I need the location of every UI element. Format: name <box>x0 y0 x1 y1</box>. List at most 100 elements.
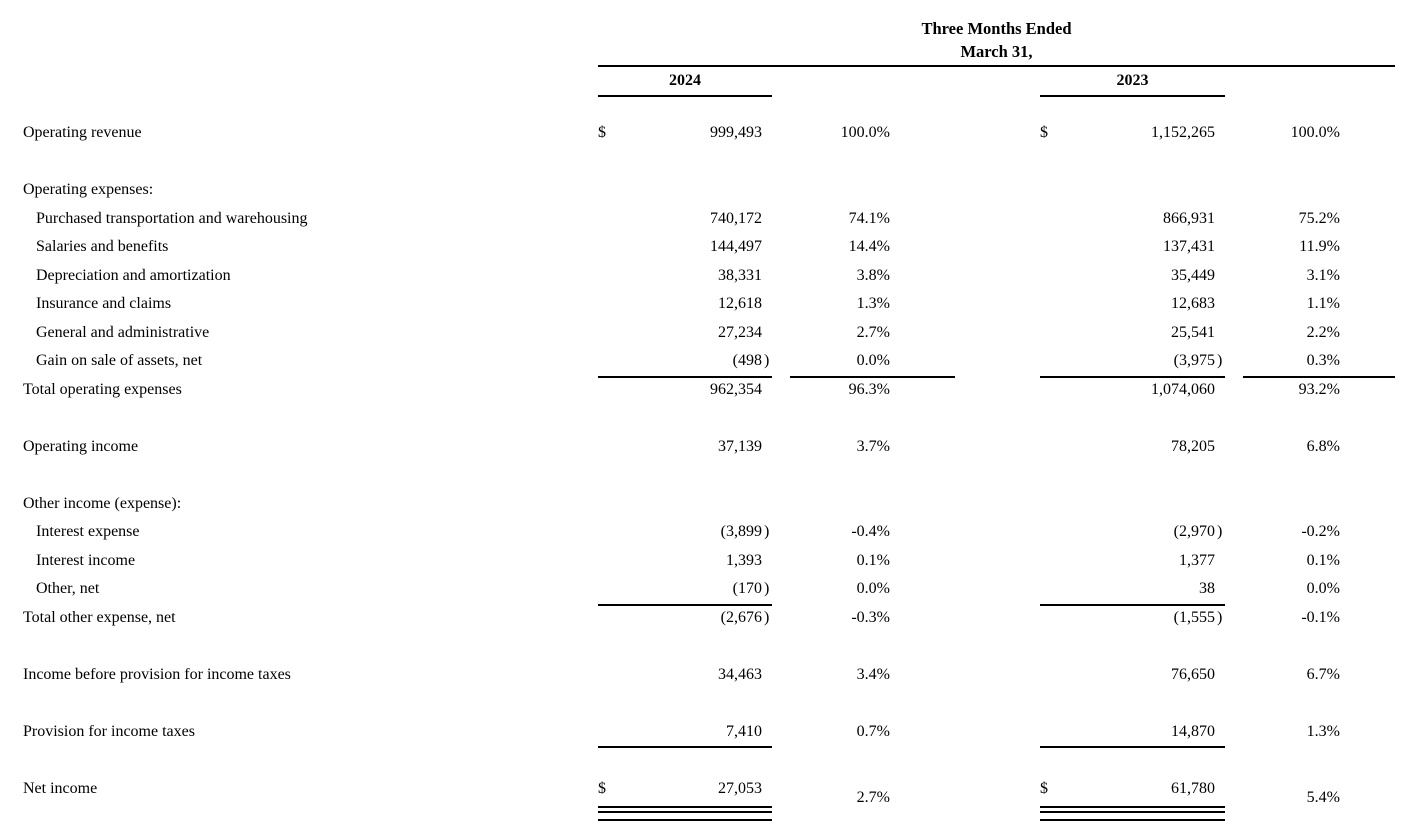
currency-symbol-2024: $ <box>598 775 620 821</box>
amount-2023: (1,555 <box>1173 608 1215 626</box>
amount-2024: (170 <box>620 575 762 606</box>
double-rule-2023 <box>1040 806 1225 813</box>
amount-2023: 61,780 <box>1062 775 1215 821</box>
amount-2024: 144,497 <box>710 238 762 255</box>
percent-2024: 0.7% <box>856 722 890 740</box>
amount-2024: 12,618 <box>718 295 762 312</box>
amount-2023: 25,541 <box>1171 323 1215 341</box>
percent-2023: 100.0% <box>1290 124 1340 141</box>
amount-2024: (2,676 <box>720 608 762 626</box>
percent-2023: -0.2% <box>1301 523 1340 540</box>
year-header-row: 2024 2023 <box>0 67 1407 97</box>
paren-2023: ) <box>1217 523 1223 540</box>
percent-2023: 6.8% <box>1306 437 1340 455</box>
row-interest-income: Interest income 1,393 0.1% 1,377 0.1% <box>0 547 1407 576</box>
section-label: Other income (expense): <box>23 494 182 512</box>
row-label: Gain on sale of assets, net <box>36 352 203 369</box>
row-label: Interest expense <box>36 523 140 540</box>
percent-2023: 1.1% <box>1306 295 1340 312</box>
percent-2024: 0.1% <box>856 551 890 569</box>
row-total-operating-expenses: Total operating expenses 962,354 96.3% 1… <box>0 376 1407 405</box>
amount-2024: (3,899 <box>720 523 762 540</box>
spacer-row <box>0 461 1407 490</box>
row-label: Operating income <box>23 437 139 455</box>
period-header: Three Months Ended March 31, <box>598 14 1395 67</box>
spacer-row <box>0 689 1407 718</box>
row-label: Salaries and benefits <box>36 238 169 255</box>
percent-2024: 0.0% <box>856 580 890 597</box>
row-label: Total other expense, net <box>23 608 176 626</box>
row-label: Net income <box>23 779 98 797</box>
percent-2024: -0.3% <box>851 608 890 626</box>
percent-2024: 0.0% <box>790 347 955 378</box>
amount-2023: 1,377 <box>1179 551 1215 569</box>
row-income-before-taxes: Income before provision for income taxes… <box>0 661 1407 690</box>
row-net-income: Net income $ 27,053 2.7% $ 61,780 5.4% <box>0 775 1407 821</box>
currency-symbol-2023: $ <box>1040 124 1048 141</box>
percent-2023: 0.3% <box>1243 347 1395 378</box>
percent-2023: 5.4% <box>1306 788 1340 806</box>
paren-2023: ) <box>1215 347 1225 378</box>
row-insurance-claims: Insurance and claims 12,618 1.3% 12,683 … <box>0 290 1407 319</box>
spacer-row <box>0 746 1407 775</box>
percent-2023: 2.2% <box>1306 323 1340 341</box>
double-rule-2024 <box>598 806 772 813</box>
row-operating-revenue: Operating revenue $ 999,493 100.0% $ 1,1… <box>0 119 1407 148</box>
amount-2023: 866,931 <box>1163 209 1215 227</box>
spacer-row <box>0 148 1407 177</box>
row-label: Operating revenue <box>23 124 142 141</box>
amount-2023: 12,683 <box>1171 295 1215 312</box>
percent-2023: 75.2% <box>1298 209 1340 227</box>
currency-symbol-2024: $ <box>598 124 606 141</box>
paren-2024: ) <box>764 523 770 540</box>
row-label: Interest income <box>36 551 136 569</box>
row-label: Insurance and claims <box>36 295 172 312</box>
percent-2024: 14.4% <box>848 238 890 255</box>
amount-2024: 34,463 <box>718 665 762 683</box>
percent-2023: 0.0% <box>1306 580 1340 597</box>
row-interest-expense: Interest expense (3,899 ) -0.4% (2,970 )… <box>0 518 1407 547</box>
percent-2023: 0.1% <box>1306 551 1340 569</box>
percent-2023: 1.3% <box>1306 722 1340 740</box>
period-title-line1: Three Months Ended <box>921 19 1072 38</box>
paren-2024 <box>762 119 772 148</box>
column-header-2023: 2023 <box>1040 67 1225 97</box>
amount-2023: (3,975 <box>1062 347 1215 378</box>
row-label: Purchased transportation and warehousing <box>36 209 308 227</box>
period-title-line2: March 31, <box>960 42 1033 61</box>
paren-2023: ) <box>1217 608 1223 626</box>
amount-2023: 1,074,060 <box>1151 380 1215 398</box>
row-purchased-transportation: Purchased transportation and warehousing… <box>0 205 1407 234</box>
amount-2024: 37,139 <box>718 437 762 455</box>
amount-2024: 38,331 <box>718 266 762 284</box>
amount-2024: 27,053 <box>620 775 762 821</box>
percent-2023: 11.9% <box>1299 238 1340 255</box>
currency-symbol-2023: $ <box>1040 775 1062 821</box>
amount-2023: 1,152,265 <box>1151 124 1215 141</box>
amount-2023: (2,970 <box>1173 523 1215 540</box>
percent-2024: 74.1% <box>848 209 890 227</box>
paren-2024: ) <box>762 575 772 606</box>
paren-2023 <box>1215 119 1225 148</box>
amount-2024: 962,354 <box>710 380 762 398</box>
row-other-net: Other, net (170 ) 0.0% 38 0.0% <box>0 575 1407 606</box>
row-gain-on-sale: Gain on sale of assets, net (498 ) 0.0% … <box>0 347 1407 378</box>
percent-2024: 3.8% <box>856 266 890 284</box>
row-label: Total operating expenses <box>23 380 182 398</box>
amount-2023: 38 <box>1062 575 1215 606</box>
row-label: Provision for income taxes <box>23 722 195 740</box>
row-total-other-expense: Total other expense, net (2,676 ) -0.3% … <box>0 604 1407 633</box>
amount-2024: 7,410 <box>620 718 762 748</box>
row-general-administrative: General and administrative 27,234 2.7% 2… <box>0 319 1407 348</box>
percent-2024: 3.4% <box>856 665 890 683</box>
percent-2023: 6.7% <box>1306 665 1340 683</box>
row-label: Other, net <box>36 580 100 597</box>
amount-2024: 999,493 <box>710 124 762 141</box>
percent-2023: 93.2% <box>1298 380 1340 398</box>
row-provision-income-taxes: Provision for income taxes 7,410 0.7% 14… <box>0 718 1407 748</box>
row-label: Income before provision for income taxes <box>23 665 291 683</box>
column-header-2024: 2024 <box>598 67 772 97</box>
net-income-double-rule-row <box>0 803 1407 817</box>
section-label: Operating expenses: <box>23 181 154 198</box>
